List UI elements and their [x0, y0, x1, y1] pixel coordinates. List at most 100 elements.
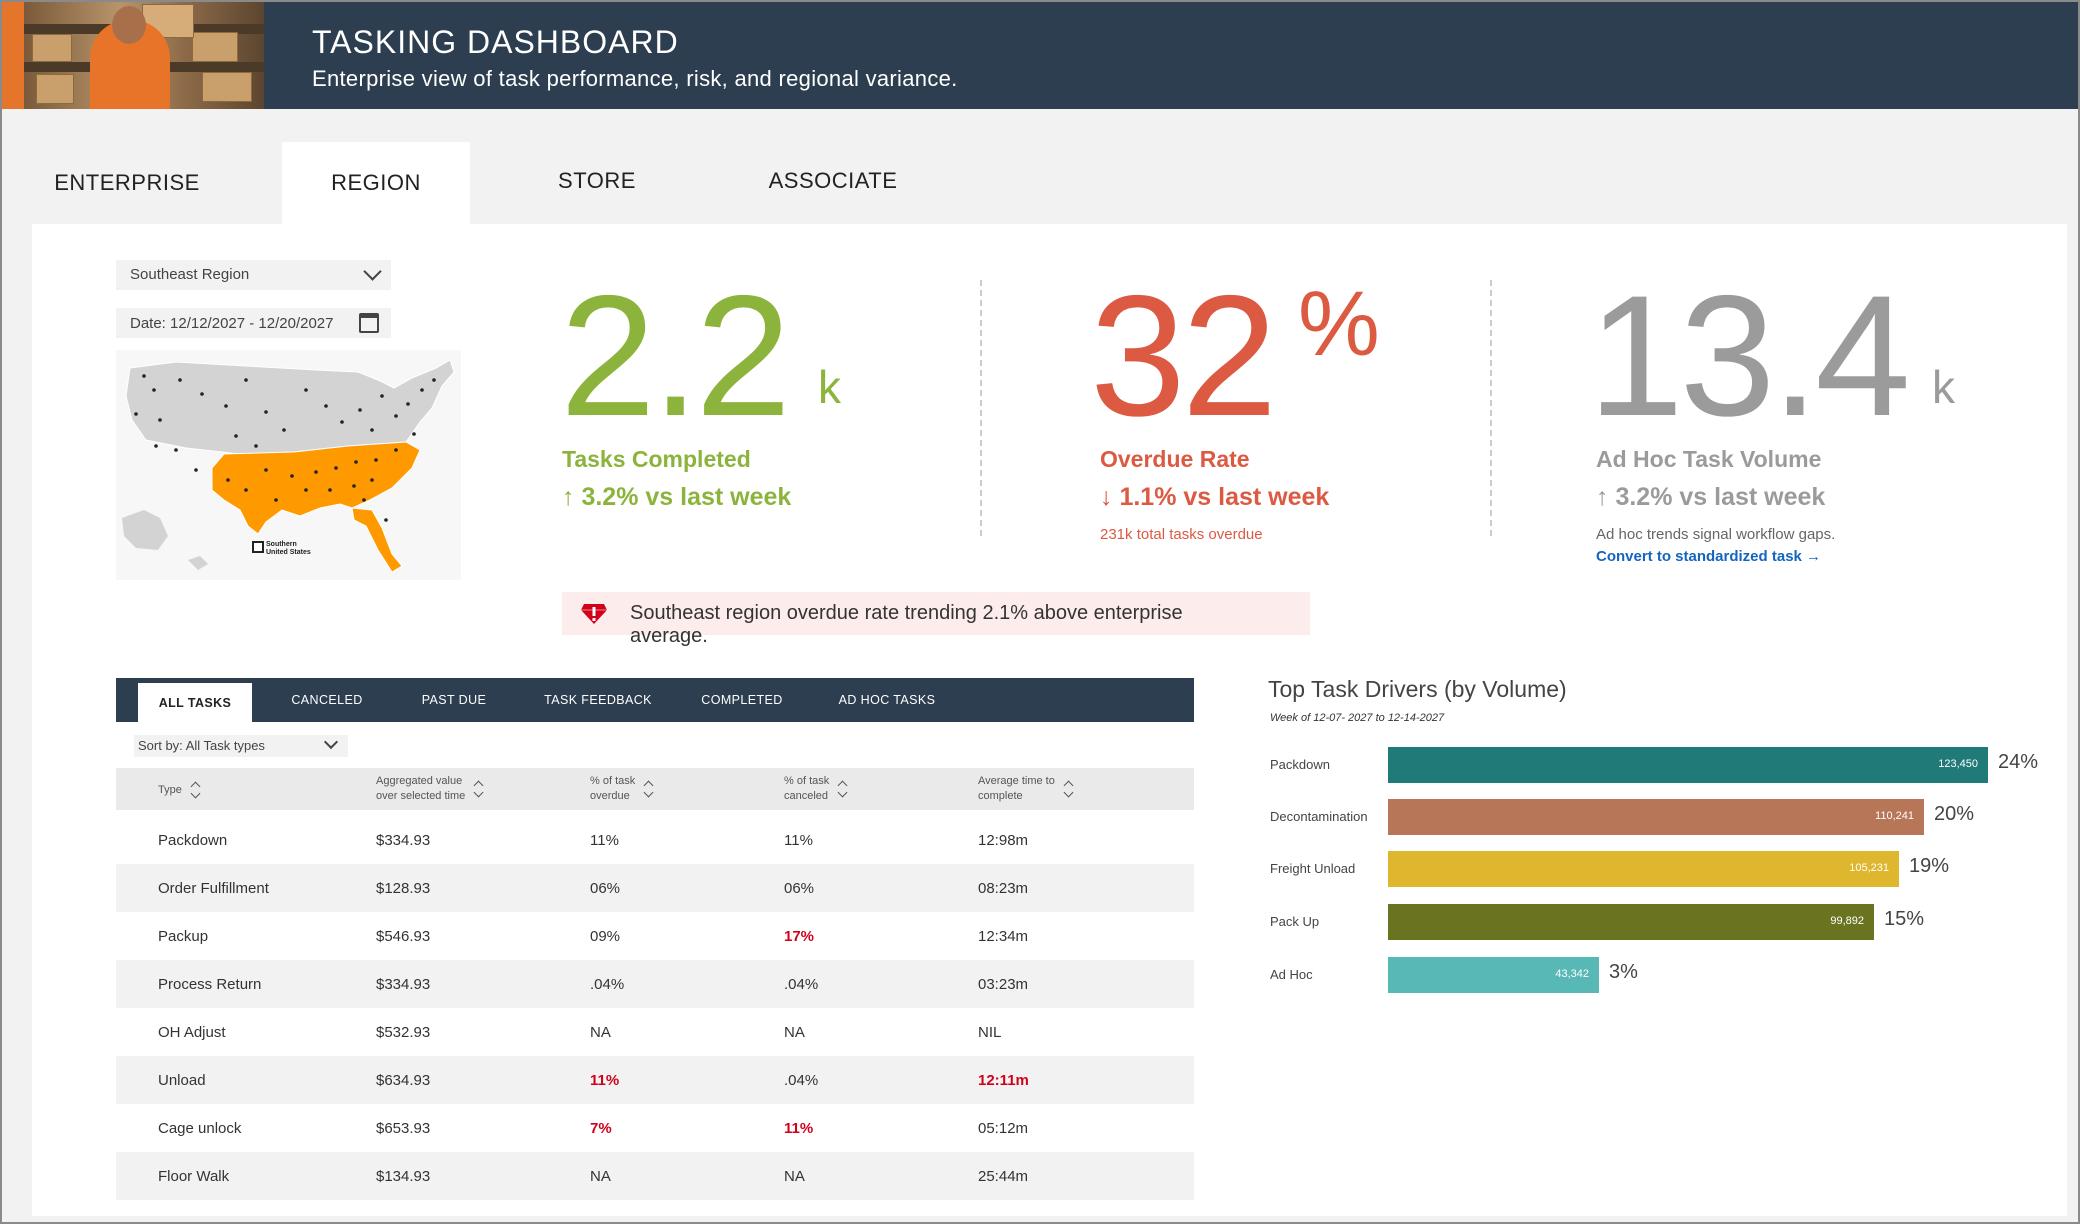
cell-canceled: .04% — [784, 976, 819, 993]
cell-value: $334.93 — [376, 832, 431, 849]
table-row[interactable]: Unload $634.93 11% .04% 12:11m — [116, 1056, 1194, 1104]
tab-associate[interactable]: ASSOCIATE — [768, 168, 898, 193]
col-type-header[interactable]: Type — [158, 781, 200, 799]
col-overdue-label-2: overdue — [590, 790, 630, 802]
sort-icon[interactable] — [473, 780, 483, 798]
chart-bar[interactable]: 43,342 — [1388, 957, 1599, 993]
kpi-adhoc-label: Ad Hoc Task Volume — [1596, 446, 1822, 472]
store-location-dot — [328, 488, 332, 492]
store-location-dot — [290, 474, 294, 478]
store-location-dot — [304, 388, 308, 392]
col-time-header[interactable]: Average time to complete — [978, 774, 1073, 804]
overdue-alert-banner: Southeast region overdue rate trending 2… — [562, 592, 1310, 647]
chart-bar[interactable]: 110,241 — [1388, 799, 1924, 835]
chart-bar-value-label: 110,241 — [1875, 810, 1914, 822]
store-location-dot — [370, 478, 374, 482]
cell-time: 12:11m — [978, 1072, 1029, 1089]
table-row[interactable]: Floor Walk $134.93 NA NA 25:44m — [116, 1152, 1194, 1200]
date-range-value: Date: 12/12/2027 - 12/20/2027 — [130, 315, 334, 332]
cell-type: Unload — [158, 1072, 206, 1089]
store-location-dot — [432, 378, 436, 382]
cell-value: $334.93 — [376, 976, 431, 993]
tab-all-tasks[interactable]: ALL TASKS — [138, 683, 252, 722]
content-panel: Southeast Region Date: 12/12/2027 - 12/2… — [32, 224, 2067, 1216]
header-bar: TASKING DASHBOARD Enterprise view of tas… — [2, 2, 2078, 109]
page-subtitle: Enterprise view of task performance, ris… — [312, 66, 958, 91]
kpi-overdue-label: Overdue Rate — [1100, 446, 1250, 472]
tab-enterprise[interactable]: ENTERPRISE — [54, 170, 200, 195]
cell-canceled: 11% — [784, 832, 813, 849]
page-title: TASKING DASHBOARD — [312, 24, 679, 60]
tab-task-feedback[interactable]: TASK FEEDBACK — [544, 693, 652, 707]
cell-type: Floor Walk — [158, 1168, 230, 1185]
cell-type: Process Return — [158, 976, 262, 993]
store-location-dot — [282, 428, 286, 432]
col-canceled-header[interactable]: % of task canceled — [784, 774, 847, 804]
kpi-divider — [980, 280, 982, 536]
chart-bar[interactable]: 123,450 — [1388, 747, 1988, 783]
cell-canceled: NA — [784, 1168, 805, 1185]
tab-store[interactable]: STORE — [558, 168, 636, 193]
chart-category-label: Packdown — [1270, 757, 1330, 772]
convert-task-link[interactable]: Convert to standardized task → — [1596, 548, 1822, 565]
us-map-hawaii — [188, 556, 208, 570]
cell-time: 12:98m — [978, 832, 1029, 849]
store-location-dot — [354, 460, 358, 464]
sort-icon[interactable] — [643, 780, 653, 798]
chart-bar[interactable]: 99,892 — [1388, 904, 1874, 940]
table-row[interactable]: OH Adjust $532.93 NA NA NIL — [116, 1008, 1194, 1056]
chevron-down-icon — [363, 262, 382, 281]
region-map: Southern United States — [116, 350, 461, 580]
cell-overdue: 11% — [590, 1072, 620, 1089]
table-row[interactable]: Packup $546.93 09% 17% 12:34m — [116, 912, 1194, 960]
store-location-dot — [200, 392, 204, 396]
store-location-dot — [226, 478, 230, 482]
store-location-dot — [374, 458, 378, 462]
col-value-label-2: over selected time — [376, 790, 466, 802]
store-location-dot — [314, 470, 318, 474]
tab-ad-hoc-tasks[interactable]: AD HOC TASKS — [838, 693, 936, 707]
calendar-icon[interactable] — [359, 313, 379, 333]
region-dropdown[interactable]: Southeast Region — [116, 260, 391, 290]
table-header: Type Aggregated value over selected time … — [116, 768, 1194, 810]
tab-region[interactable]: REGION — [282, 142, 470, 224]
us-map-graphic: Southern United States — [116, 350, 461, 580]
sort-select[interactable]: Sort by: All Task types — [134, 734, 348, 757]
tab-completed[interactable]: COMPLETED — [701, 693, 783, 707]
col-overdue-header[interactable]: % of task overdue — [590, 774, 653, 804]
chart-bar[interactable]: 105,231 — [1388, 851, 1899, 887]
cell-overdue: 06% — [590, 880, 621, 897]
tab-canceled[interactable]: CANCELED — [291, 693, 363, 707]
cell-overdue: .04% — [590, 976, 625, 993]
col-overdue-label-1: % of task — [590, 775, 636, 787]
kpi-completed-unit: k — [818, 361, 841, 413]
chart-category-label: Ad Hoc — [1270, 967, 1313, 982]
store-location-dot — [362, 498, 366, 502]
store-location-dot — [340, 420, 344, 424]
table-row[interactable]: Cage unlock $653.93 7% 11% 05:12m — [116, 1104, 1194, 1152]
cell-time: 12:34m — [978, 928, 1029, 945]
chart-category-label: Pack Up — [1270, 914, 1320, 929]
store-location-dot — [304, 488, 308, 492]
cell-type: Order Fulfillment — [158, 880, 269, 897]
kpi-completed-value: 2.2 — [560, 260, 791, 452]
store-location-dot — [264, 468, 268, 472]
sort-icon[interactable] — [190, 781, 200, 799]
us-map-alaska — [122, 510, 168, 550]
map-legend-line-2: United States — [266, 549, 311, 556]
date-range-picker[interactable]: Date: 12/12/2027 - 12/20/2027 — [116, 308, 391, 338]
kpi-divider — [1490, 280, 1492, 536]
hero-image — [2, 2, 264, 109]
chart-bar-value-label: 105,231 — [1849, 862, 1889, 874]
table-row[interactable]: Order Fulfillment $128.93 06% 06% 08:23m — [116, 864, 1194, 912]
col-value-header[interactable]: Aggregated value over selected time — [376, 774, 483, 804]
sort-icon[interactable] — [837, 780, 847, 798]
table-row[interactable]: Process Return $334.93 .04% .04% 03:23m — [116, 960, 1194, 1008]
store-location-dot — [264, 410, 268, 414]
table-row[interactable]: Packdown $334.93 11% 11% 12:98m — [116, 816, 1194, 864]
tab-past-due[interactable]: PAST DUE — [421, 693, 487, 707]
store-location-dot — [142, 374, 146, 378]
us-map-florida — [351, 507, 403, 573]
sort-icon[interactable] — [1063, 780, 1073, 798]
